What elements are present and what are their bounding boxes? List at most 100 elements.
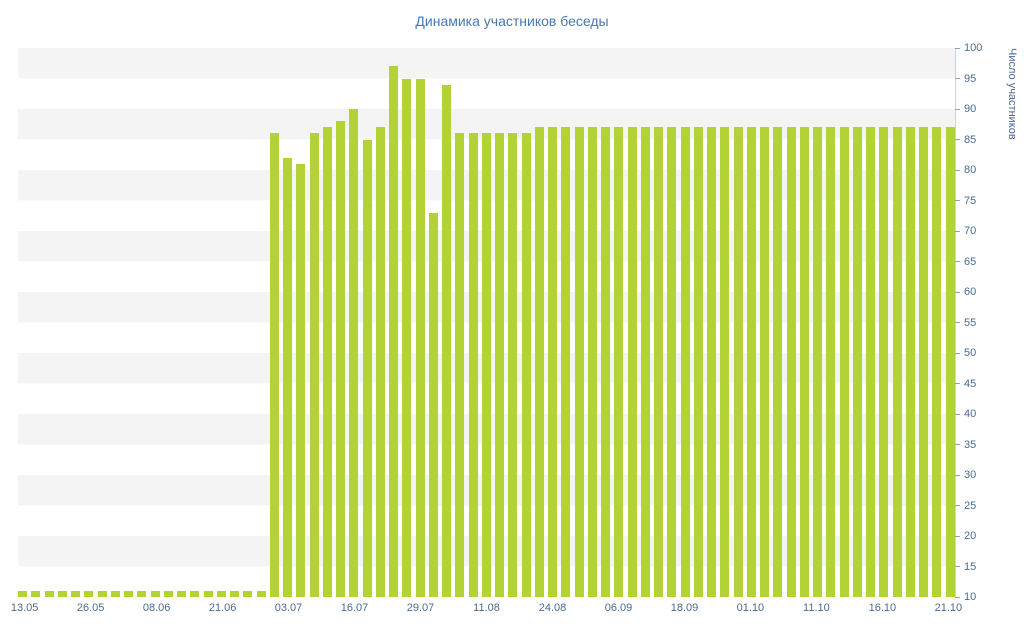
y-tick-label: 55 — [964, 316, 977, 329]
chart-title: Динамика участников беседы — [415, 13, 609, 29]
bar — [177, 590, 186, 597]
bar — [587, 127, 597, 597]
tick-mark — [955, 444, 960, 445]
bar — [627, 127, 637, 597]
y-tick-label: 90 — [964, 103, 977, 115]
bar — [428, 212, 438, 597]
y-axis-tick: 55 — [955, 317, 976, 329]
x-tick-label: 01.10 — [736, 602, 765, 614]
bar — [932, 127, 942, 597]
bar — [534, 127, 544, 597]
bar — [84, 590, 94, 597]
bar — [97, 590, 107, 597]
tick-mark — [955, 78, 960, 79]
bar — [336, 121, 345, 597]
y-axis-tick: 40 — [955, 408, 976, 420]
bar — [402, 78, 412, 597]
tick-mark — [955, 596, 960, 598]
tick-mark — [955, 139, 960, 140]
bar — [163, 590, 173, 597]
x-tick-label: 21.10 — [934, 602, 963, 614]
bar — [574, 127, 584, 597]
bar — [415, 78, 425, 597]
bar — [879, 127, 889, 597]
bar — [508, 133, 518, 597]
y-tick-label: 75 — [964, 194, 977, 207]
y-axis-tick: 35 — [955, 439, 976, 451]
bar — [18, 590, 27, 597]
y-axis-tick: 25 — [955, 500, 976, 512]
x-tick-label: 24.08 — [538, 602, 567, 614]
x-tick-label: 29.07 — [406, 602, 435, 614]
bar — [362, 139, 372, 597]
bar — [230, 590, 239, 597]
x-tick-label: 13.05 — [10, 602, 39, 614]
bar — [309, 133, 319, 597]
bar — [203, 590, 213, 597]
y-tick-label: 45 — [964, 377, 977, 390]
y-tick-label: 30 — [964, 469, 977, 481]
bar — [866, 127, 875, 597]
bar — [548, 127, 557, 597]
y-axis-tick: 90 — [955, 103, 976, 115]
x-tick-label: 16.07 — [340, 602, 369, 614]
bar — [296, 163, 306, 597]
tick-mark — [955, 261, 960, 262]
y-axis-tick: 65 — [955, 256, 976, 268]
bar — [640, 127, 650, 597]
bar — [137, 590, 147, 597]
y-axis-tick: 75 — [955, 195, 976, 207]
bar — [150, 590, 160, 597]
bar — [746, 127, 756, 597]
bar — [693, 127, 703, 597]
bar — [256, 590, 266, 597]
bar — [57, 590, 67, 597]
y-tick-label: 85 — [964, 133, 977, 146]
tick-mark — [955, 230, 960, 232]
y-axis-tick: 85 — [955, 134, 976, 146]
bar — [442, 84, 451, 597]
bar — [349, 109, 359, 597]
bar — [667, 127, 677, 597]
y-tick-label: 15 — [964, 560, 977, 573]
y-tick-label: 50 — [964, 347, 977, 359]
y-axis-title: Число участников — [1006, 48, 1018, 140]
x-tick-label: 08.06 — [142, 602, 171, 614]
bar — [389, 66, 398, 597]
bar — [720, 127, 730, 597]
tick-mark — [955, 383, 960, 384]
tick-mark — [955, 474, 960, 476]
bar — [945, 127, 955, 597]
y-axis-tick: 95 — [955, 73, 976, 85]
tick-mark — [955, 322, 960, 323]
bar — [190, 590, 200, 597]
bar — [919, 127, 928, 597]
bar — [905, 127, 915, 597]
bar — [799, 127, 809, 597]
bar — [786, 127, 796, 597]
bar — [31, 590, 41, 597]
y-tick-label: 80 — [964, 164, 977, 176]
x-tick-label: 06.09 — [604, 602, 633, 614]
bar — [455, 133, 465, 597]
y-axis-tick: 60 — [955, 286, 976, 298]
y-tick-label: 40 — [964, 408, 977, 420]
bar — [322, 127, 332, 597]
bar — [468, 133, 478, 597]
y-tick-label: 65 — [964, 255, 977, 268]
y-axis-tick: 100 — [955, 42, 982, 54]
bar — [680, 127, 690, 597]
y-tick-label: 95 — [964, 72, 977, 85]
y-axis-tick: 50 — [955, 347, 976, 359]
bar — [375, 127, 385, 597]
x-tick-label: 11.08 — [473, 602, 500, 614]
bar — [216, 590, 226, 597]
y-tick-label: 100 — [964, 42, 983, 54]
tick-mark — [955, 566, 960, 567]
bar — [243, 590, 253, 597]
bar — [760, 127, 769, 597]
x-tick-label: 03.07 — [274, 602, 303, 614]
x-tick-label: 21.06 — [208, 602, 237, 614]
bar — [561, 127, 571, 597]
y-tick-label: 70 — [964, 225, 977, 237]
